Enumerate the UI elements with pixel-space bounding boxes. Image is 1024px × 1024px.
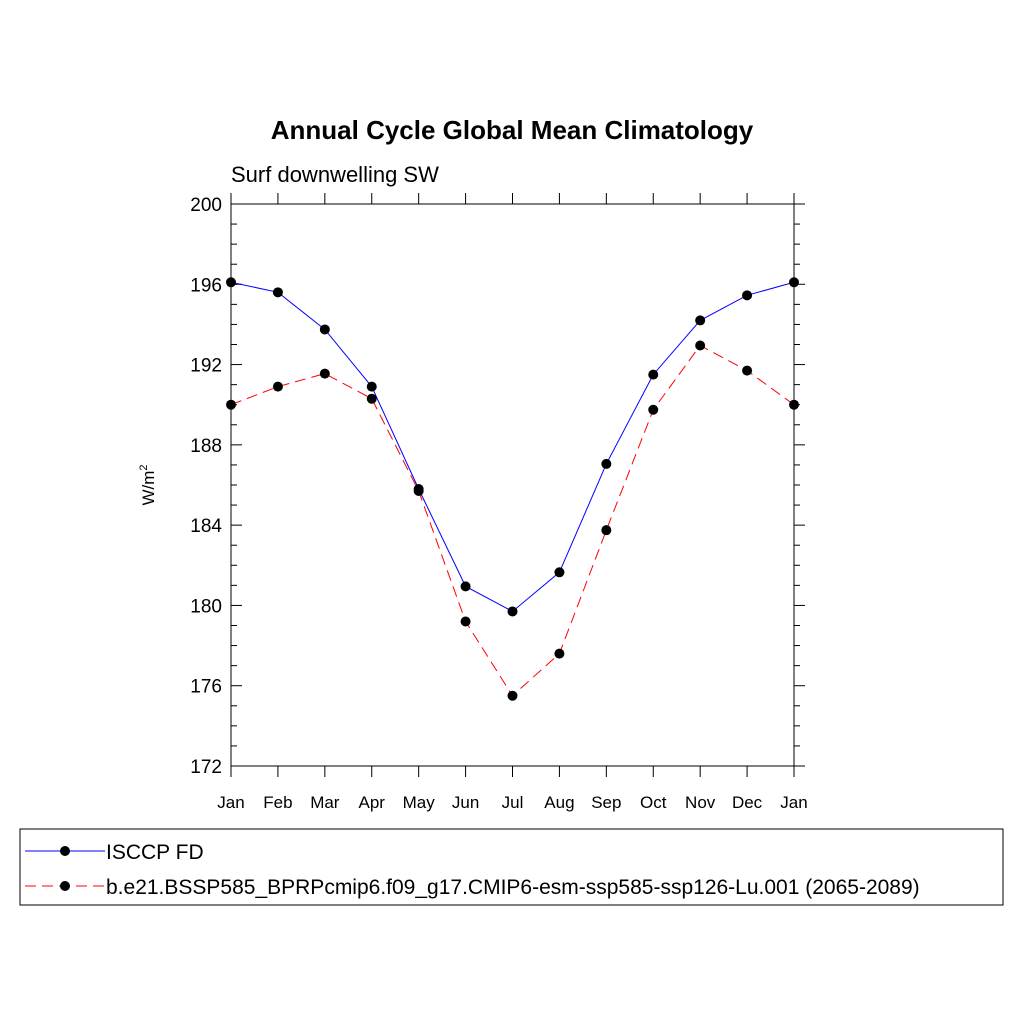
x-tick-label: May (403, 793, 436, 812)
series-layer (226, 277, 799, 701)
series-2-point (648, 404, 659, 415)
series-1-point (460, 581, 471, 592)
x-tick-label: Sep (591, 793, 621, 812)
series-1-point (648, 369, 659, 380)
series-2-point (319, 368, 330, 379)
series-2-point (366, 393, 377, 404)
series-1-point (507, 606, 518, 617)
series-line-1 (230, 281, 795, 613)
chart-title: Annual Cycle Global Mean Climatology (271, 115, 754, 145)
series-2-point (226, 399, 236, 410)
x-tick-label: Jun (452, 793, 479, 812)
series-1-point (695, 315, 706, 326)
x-tick-label: Feb (263, 793, 292, 812)
x-tick-label: Jan (217, 793, 244, 812)
legend-box (19, 828, 1004, 906)
x-tick-label: Apr (359, 793, 386, 812)
x-tick-label: Aug (544, 793, 574, 812)
legend: ISCCP FD b.e21.BSSP585_BPRPcmip6.f09_g17.… (25, 841, 920, 899)
series-2-point (272, 381, 283, 392)
series-1-point (554, 567, 565, 578)
axes: 172 176 180 184 188 192 196 200 Jan Feb Mar Apr May J… (190, 193, 808, 812)
series-2-point (460, 616, 471, 627)
series-1-point (789, 277, 799, 288)
series-2-point (413, 486, 424, 497)
legend-label-2: b.e21.BSSP585_BPRPcmip6.f09_g17.CMIP6-es… (106, 876, 920, 899)
series-1-point (319, 324, 330, 335)
y-tick-label: 192 (190, 356, 222, 377)
y-tick-label: 180 (190, 596, 222, 617)
series-1-point (742, 290, 753, 301)
legend-marker-1 (60, 846, 70, 856)
series-2-point (554, 648, 565, 659)
x-tick-label: Mar (310, 793, 340, 812)
y-tick-label: 196 (190, 275, 222, 296)
y-tick-label: 188 (190, 436, 222, 457)
x-tick-label: Oct (640, 793, 667, 812)
series-2-point (507, 690, 518, 701)
chart-subtitle: Surf downwelling SW (231, 162, 439, 187)
series-1-point (226, 277, 236, 288)
series-2-point (695, 340, 706, 351)
series-1-point (272, 287, 283, 298)
series-2-point (742, 365, 753, 376)
y-tick-label: 200 (190, 195, 222, 216)
series-2-point (789, 399, 799, 410)
x-tick-label: Dec (732, 793, 763, 812)
x-tick-label: Jan (780, 793, 807, 812)
legend-marker-2 (60, 881, 70, 891)
x-tick-label: Jul (502, 793, 524, 812)
x-tick-label: Nov (685, 793, 716, 812)
plot-frame (230, 203, 795, 767)
legend-label-1: ISCCP FD (106, 841, 204, 864)
series-1-point (601, 458, 612, 469)
y-tick-label: 172 (190, 757, 222, 778)
y-tick-label: 184 (190, 516, 222, 537)
series-1-point (366, 381, 377, 392)
y-axis-label: W/m2 (138, 464, 158, 505)
series-2-point (601, 525, 612, 536)
y-tick-label: 176 (190, 677, 222, 698)
series-line-2 (230, 344, 795, 697)
